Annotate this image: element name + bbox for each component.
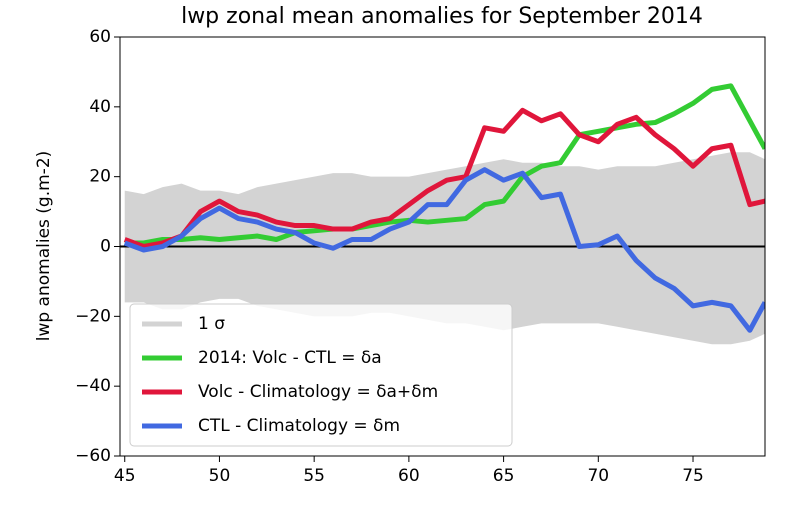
y-tick-label: 60	[89, 27, 111, 47]
y-tick-label: 20	[89, 167, 111, 187]
legend-label: Volc - Climatology = δa+δm	[198, 382, 438, 402]
x-tick-label: 75	[682, 466, 704, 486]
y-axis-label: lwp anomalies (g.m-2)	[34, 151, 54, 342]
legend-box	[129, 303, 513, 447]
x-tick-label: 65	[493, 466, 515, 486]
y-tick-label: 0	[100, 237, 111, 257]
y-tick-label: 40	[89, 97, 111, 117]
y-tick-label: −20	[75, 306, 111, 326]
plot	[120, 83, 765, 345]
chart-title: lwp zonal mean anomalies for September 2…	[181, 4, 703, 29]
legend-label: 1 σ	[198, 314, 225, 334]
series-line	[123, 167, 765, 333]
y-tick-label: −60	[75, 446, 111, 466]
x-tick-label: 60	[398, 466, 420, 486]
x-tick-label: 70	[587, 466, 609, 486]
series-line	[123, 107, 765, 249]
series-line	[124, 83, 765, 246]
sigma-band	[124, 152, 765, 345]
y-tick-label: −40	[75, 376, 111, 396]
legend-label: 2014: Volc - CTL = δa	[198, 348, 382, 368]
legend-label: CTL - Climatology = δm	[198, 416, 400, 436]
x-tick-label: 45	[114, 466, 136, 486]
x-tick-label: 55	[303, 466, 325, 486]
x-tick-label: 50	[209, 466, 231, 486]
